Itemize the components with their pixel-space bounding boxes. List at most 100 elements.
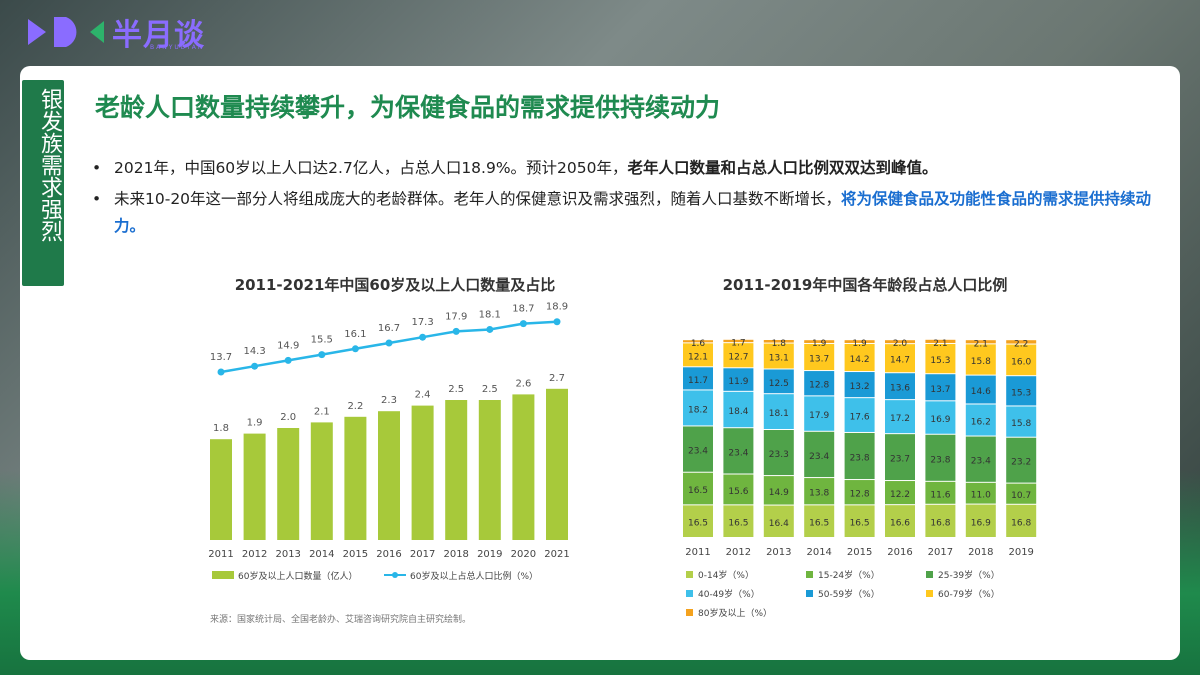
bullet-strong-text: 老年人口数量和占总人口比例双双达到峰值。 — [627, 159, 938, 177]
page-title: 老龄人口数量持续攀升，为保健食品的需求提供持续动力 — [95, 93, 721, 122]
logo: 半月谈 — [28, 8, 205, 56]
stacked-segment — [804, 371, 835, 396]
segment-value-label: 18.1 — [769, 409, 789, 419]
bar-value-label: 2.2 — [347, 401, 363, 412]
segment-value-label: 16.6 — [890, 519, 910, 529]
legend-label: 80岁及以上（%） — [698, 607, 772, 619]
line-value-label: 16.7 — [378, 323, 400, 334]
line-point — [318, 351, 326, 359]
segment-value-label: 18.2 — [688, 405, 708, 415]
segment-value-label: 2.2 — [1014, 339, 1028, 349]
bar-value-label: 2.3 — [381, 395, 397, 406]
stacked-segment — [763, 343, 794, 369]
legend-swatch — [686, 571, 693, 578]
segment-value-label: 16.8 — [930, 518, 950, 528]
stacked-segment — [1006, 504, 1037, 537]
line-value-label: 15.5 — [311, 335, 333, 346]
segment-value-label: 17.9 — [809, 411, 829, 421]
x-tick-label: 2011 — [208, 549, 233, 560]
chart2-title: 2011-2019年中国各年龄段占总人口比例 — [722, 276, 1008, 294]
x-tick-label: 2015 — [343, 549, 368, 560]
line-value-label: 14.3 — [243, 346, 265, 357]
segment-value-label: 10.7 — [1011, 491, 1031, 501]
line-value-label: 18.9 — [546, 302, 568, 313]
stacked-segment — [763, 340, 794, 343]
segment-value-label: 16.5 — [728, 519, 748, 529]
stacked-segment — [763, 505, 794, 537]
x-tick-label: 2019 — [477, 549, 502, 560]
segment-value-label: 17.2 — [890, 414, 910, 424]
line-value-label: 16.1 — [344, 329, 366, 340]
bar-population — [546, 388, 568, 540]
segment-value-label: 23.8 — [850, 454, 870, 464]
segment-value-label: 13.6 — [890, 384, 910, 394]
bullet-item: • 未来10-20年这一部分人将组成庞大的老龄群体。老年人的保健意识及需求强烈，… — [92, 186, 1172, 240]
segment-value-label: 23.2 — [1011, 458, 1031, 468]
stacked-segment — [723, 368, 754, 391]
stacked-segment — [1006, 437, 1037, 483]
stacked-segment — [804, 505, 835, 537]
stacked-segment — [965, 344, 996, 375]
legend-label: 0-14岁（%） — [698, 569, 754, 581]
bar-population — [277, 428, 300, 540]
line-point — [217, 368, 225, 376]
segment-value-label: 13.1 — [769, 354, 789, 364]
stacked-segment — [683, 426, 713, 472]
segment-value-label: 15.6 — [728, 487, 748, 497]
segment-value-label: 12.5 — [769, 379, 789, 389]
x-tick-label: 2019 — [1008, 547, 1033, 558]
x-tick-label: 2014 — [806, 547, 831, 558]
legend-label: 50-59岁（%） — [818, 588, 880, 600]
bar-population — [378, 411, 400, 540]
stacked-segment — [844, 372, 875, 398]
stacked-segment — [925, 339, 956, 343]
stacked-segment — [844, 432, 875, 480]
bar-value-label: 2.5 — [448, 384, 464, 395]
side-tab-label: 银发族需求强烈 — [37, 88, 62, 242]
segment-value-label: 15.3 — [1011, 388, 1031, 398]
segment-value-label: 11.9 — [728, 377, 748, 387]
legend-label-line: 60岁及以上占总人口比例（%） — [410, 570, 538, 582]
segment-value-label: 12.8 — [809, 381, 829, 391]
bar-population — [512, 394, 535, 540]
x-tick-label: 2013 — [766, 547, 791, 558]
line-value-label: 17.3 — [411, 317, 433, 328]
bar-value-label: 2.5 — [482, 384, 498, 395]
logo-subtext: BANYUETAN — [150, 44, 205, 51]
stacked-segment — [885, 373, 915, 400]
segment-value-label: 23.4 — [688, 447, 708, 457]
segment-value-label: 16.5 — [688, 519, 708, 529]
bullet-dot: • — [92, 190, 102, 208]
stacked-segment — [925, 343, 956, 374]
bullet-text: 未来10-20年这一部分人将组成庞大的老龄群体。老年人的保健意识及需求强烈，随着… — [114, 190, 842, 208]
segment-value-label: 12.8 — [850, 490, 870, 500]
segment-value-label: 14.7 — [890, 356, 910, 366]
segment-value-label: 23.4 — [728, 448, 748, 458]
x-tick-label: 2014 — [309, 549, 334, 560]
stacked-segment — [925, 374, 956, 401]
x-tick-label: 2012 — [242, 549, 267, 560]
segment-value-label: 15.3 — [930, 356, 950, 366]
line-point — [553, 318, 561, 326]
line-point — [284, 356, 292, 364]
segment-value-label: 13.2 — [850, 382, 870, 392]
legend-swatch — [806, 571, 813, 578]
line-point — [251, 362, 259, 370]
stacked-segment — [885, 344, 915, 373]
segment-value-label: 1.6 — [691, 339, 706, 349]
segment-value-label: 12.2 — [890, 490, 910, 500]
legend-label: 40-49岁（%） — [698, 588, 760, 600]
bar-population — [344, 416, 367, 540]
bar-value-label: 1.8 — [213, 423, 229, 434]
stacked-segment — [1006, 340, 1037, 344]
segment-value-label: 11.0 — [971, 491, 991, 501]
bar-population — [210, 439, 232, 540]
bar-value-label: 2.0 — [280, 412, 296, 423]
segment-value-label: 16.0 — [1011, 357, 1031, 367]
logo-play-icon — [28, 19, 46, 45]
bar-value-label: 2.6 — [515, 378, 531, 389]
segment-value-label: 11.6 — [930, 490, 950, 500]
x-tick-label: 2011 — [685, 547, 710, 558]
stacked-segment — [1006, 376, 1037, 406]
bar-value-label: 2.7 — [549, 373, 565, 384]
